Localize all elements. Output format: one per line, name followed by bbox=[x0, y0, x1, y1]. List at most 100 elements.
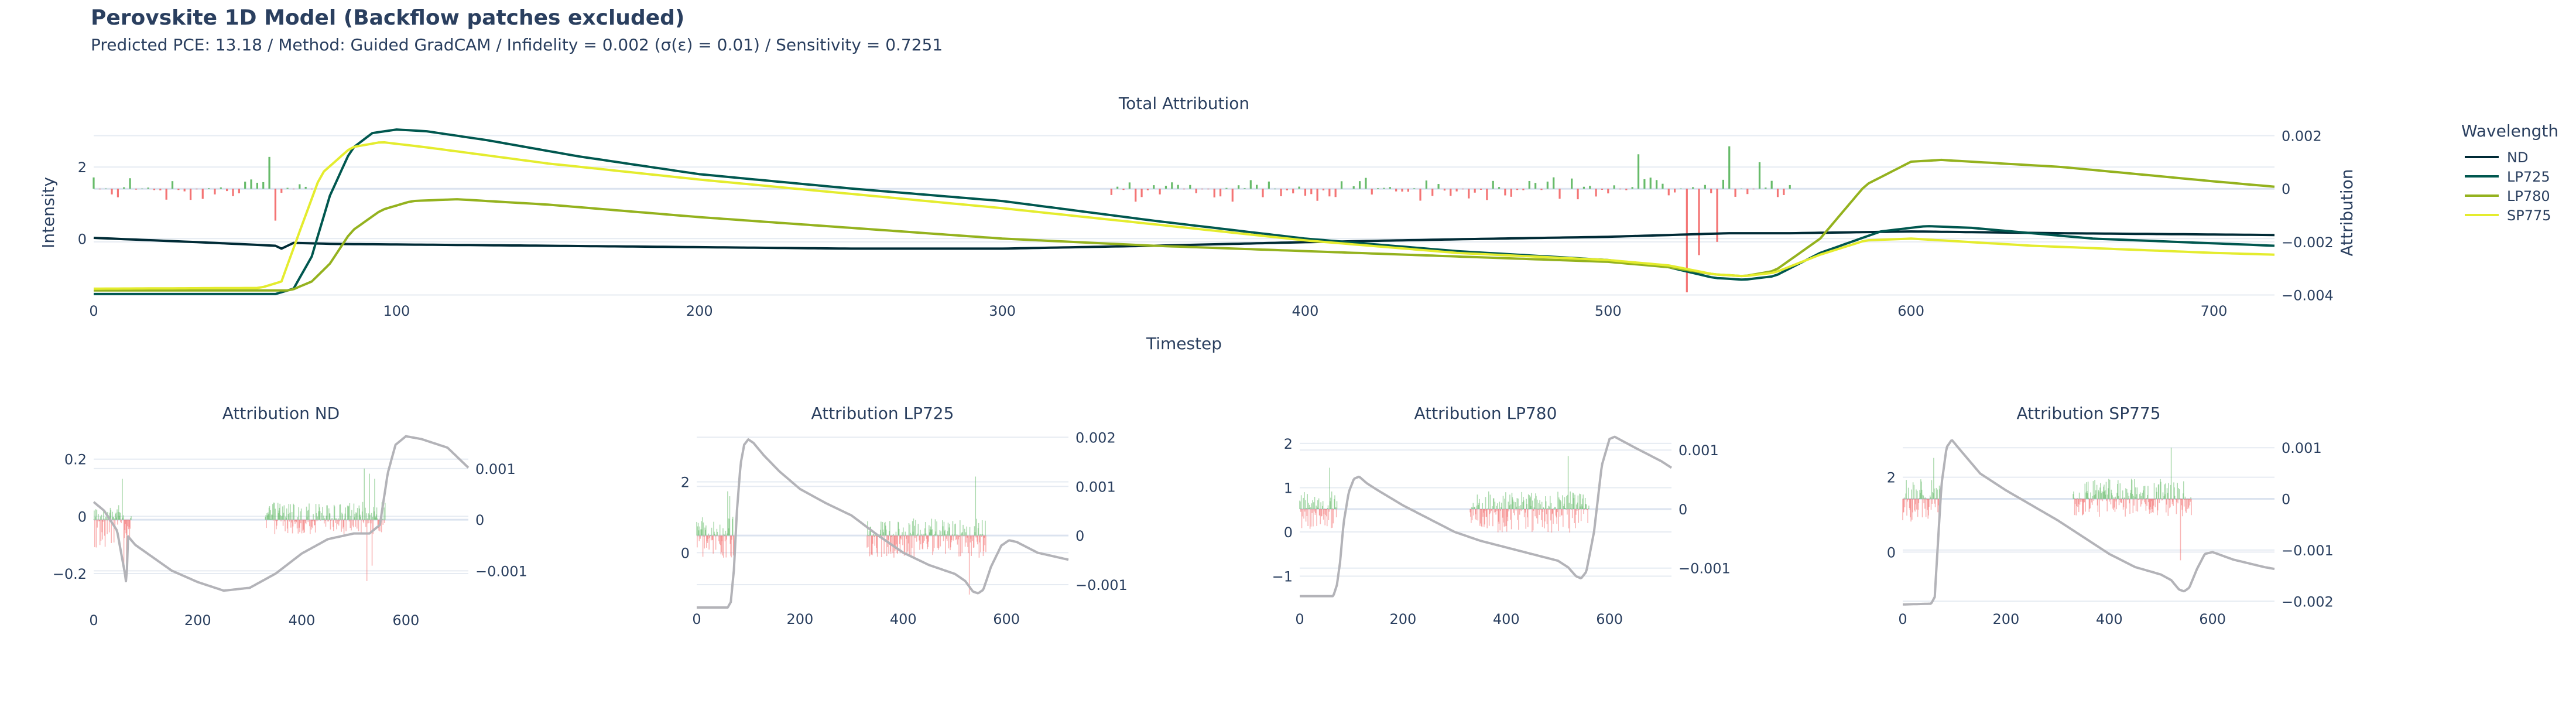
attribution-bar bbox=[940, 531, 941, 536]
attribution-bar bbox=[1333, 509, 1335, 510]
attribution-bar bbox=[2091, 499, 2093, 505]
attribution-bar bbox=[359, 509, 361, 520]
attribution-bar bbox=[2112, 495, 2113, 499]
attribution-bar bbox=[708, 533, 710, 536]
attribution-bar bbox=[341, 520, 342, 532]
attribution-bar bbox=[2109, 499, 2111, 500]
attribution-bar bbox=[1554, 507, 1556, 509]
y-axis-title: Intensity bbox=[39, 177, 58, 248]
attribution-bar bbox=[1328, 189, 1331, 197]
attribution-bar bbox=[2167, 493, 2169, 499]
attribution-bar bbox=[1122, 189, 1125, 190]
attribution-bar bbox=[1171, 182, 1173, 189]
attribution-bar bbox=[2173, 482, 2174, 499]
attribution-bar bbox=[286, 508, 287, 520]
attribution-bar bbox=[1548, 506, 1549, 509]
attribution-bar bbox=[2157, 484, 2159, 499]
attribution-bar bbox=[1526, 504, 1527, 509]
attribution-bar bbox=[342, 514, 343, 520]
attribution-bar bbox=[879, 534, 881, 536]
attribution-bar bbox=[2187, 499, 2188, 510]
attribution-bar bbox=[334, 506, 335, 520]
attribution-bar bbox=[335, 518, 337, 520]
attribution-bar bbox=[721, 535, 723, 542]
attribution-bar bbox=[964, 528, 965, 536]
attribution-bar bbox=[899, 535, 901, 554]
y2-axis-title: Attribution bbox=[2337, 169, 2356, 256]
attribution-bar bbox=[1244, 188, 1246, 189]
attribution-bar bbox=[951, 534, 953, 536]
attribution-bar bbox=[183, 189, 186, 192]
attribution-bar bbox=[2149, 499, 2151, 510]
attribution-bar bbox=[1395, 189, 1397, 192]
attribution-bar bbox=[891, 535, 893, 544]
attribution-bar bbox=[1540, 509, 1542, 520]
attribution-bar bbox=[910, 535, 912, 557]
attribution-bar bbox=[1485, 497, 1486, 509]
attribution-bar bbox=[1527, 494, 1529, 509]
attribution-bar bbox=[1514, 509, 1515, 516]
attribution-bar bbox=[314, 520, 315, 526]
attribution-bar bbox=[1546, 181, 1549, 189]
attribution-bar bbox=[1303, 509, 1304, 519]
attribution-bar bbox=[1916, 490, 1918, 499]
attribution-bar bbox=[2130, 479, 2132, 499]
attribution-bar bbox=[121, 520, 122, 524]
attribution-bar bbox=[946, 534, 947, 536]
attribution-bar bbox=[2113, 499, 2115, 508]
attribution-bar bbox=[95, 509, 97, 520]
attribution-bar bbox=[1920, 479, 1921, 499]
legend[interactable]: Wavelength ND LP725 LP780 SP775 bbox=[2461, 121, 2558, 224]
attribution-bar bbox=[926, 535, 928, 544]
legend-item-lp780[interactable]: LP780 bbox=[2465, 188, 2550, 204]
attribution-bar bbox=[1574, 509, 1575, 523]
attribution-bar bbox=[316, 520, 318, 521]
attribution-bar bbox=[1304, 492, 1305, 509]
attribution-bar bbox=[266, 520, 267, 528]
attribution-bar bbox=[1528, 509, 1530, 510]
attribution-bar bbox=[111, 189, 113, 194]
attribution-bar bbox=[1595, 189, 1597, 197]
legend-item-sp775[interactable]: SP775 bbox=[2465, 207, 2551, 224]
attribution-bar bbox=[866, 535, 868, 548]
attribution-bar bbox=[370, 520, 372, 524]
attribution-bar bbox=[290, 520, 292, 523]
attribution-bar bbox=[1558, 499, 1560, 509]
attribution-bar bbox=[309, 503, 310, 520]
attribution-bar bbox=[1225, 187, 1228, 189]
y-tick-label: 2 bbox=[1284, 436, 1293, 452]
attribution-bar bbox=[1560, 500, 1561, 509]
attribution-bar bbox=[103, 518, 105, 520]
attribution-bar bbox=[118, 516, 120, 520]
attribution-bar bbox=[898, 521, 899, 536]
attribution-bar bbox=[119, 513, 121, 520]
attribution-bar bbox=[292, 520, 293, 534]
attribution-bar bbox=[1562, 495, 1563, 509]
attribution-bar bbox=[876, 535, 878, 553]
x-tick-label: 600 bbox=[1897, 303, 1924, 319]
attribution-bar bbox=[945, 535, 946, 554]
attribution-bar bbox=[725, 535, 727, 558]
attribution-bar bbox=[267, 512, 269, 520]
attribution-bar bbox=[1304, 189, 1307, 196]
attribution-bar bbox=[2142, 493, 2143, 499]
attribution-bar bbox=[2164, 484, 2165, 499]
attribution-bar bbox=[1722, 179, 1725, 189]
attribution-bar bbox=[356, 520, 358, 529]
attribution-bar bbox=[294, 520, 295, 522]
attribution-bar bbox=[1909, 499, 1911, 510]
x-tick-label: 0 bbox=[89, 612, 98, 629]
attribution-bar bbox=[2076, 499, 2078, 507]
attribution-bar bbox=[705, 530, 706, 536]
legend-label: LP780 bbox=[2507, 188, 2550, 204]
attribution-bar bbox=[1489, 509, 1491, 514]
attribution-bar bbox=[896, 535, 898, 553]
attribution-bar bbox=[2167, 499, 2169, 516]
attribution-bar bbox=[973, 535, 975, 548]
legend-item-lp725[interactable]: LP725 bbox=[2465, 169, 2550, 185]
legend-item-nd[interactable]: ND bbox=[2465, 149, 2528, 166]
attribution-bar bbox=[872, 535, 873, 544]
attribution-bar bbox=[2142, 499, 2143, 501]
attribution-bar bbox=[1505, 492, 1506, 509]
attribution-bar bbox=[1540, 504, 1541, 509]
